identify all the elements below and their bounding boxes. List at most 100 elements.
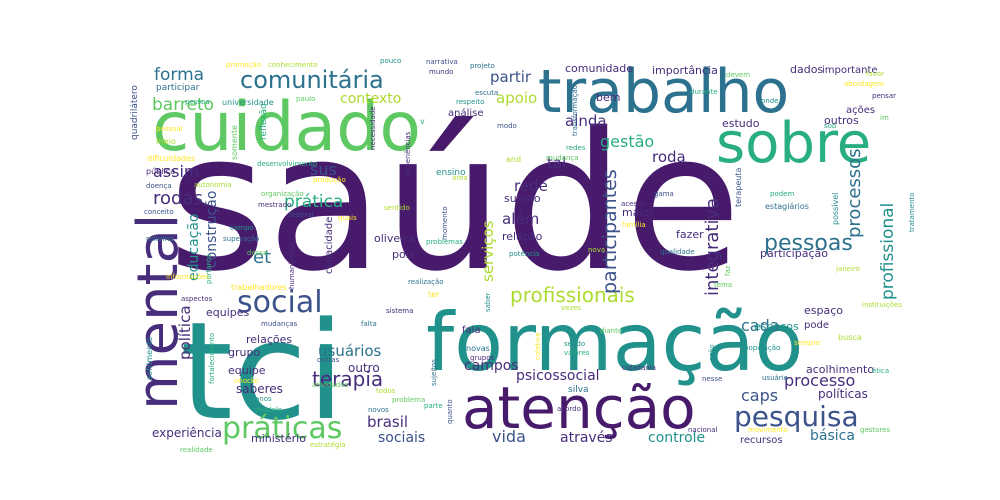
word-humanizacao: humanização xyxy=(288,242,296,289)
word-pessoa: pessoa xyxy=(185,98,210,106)
word-paulo: paulo xyxy=(296,95,315,103)
word-federal: federal xyxy=(289,211,314,219)
word-maior: maior xyxy=(622,206,654,219)
word-oliveira: oliveira xyxy=(374,232,414,245)
word-mental: mental xyxy=(126,214,191,410)
word-saber: saber xyxy=(484,292,492,312)
word-realidade: realidade xyxy=(180,446,213,454)
word-falta: falta xyxy=(361,320,377,328)
word-atraves: através xyxy=(560,430,613,446)
word-quadrilatero: quadrilátero xyxy=(130,85,140,140)
word-alem: além xyxy=(502,210,539,228)
word-servicos: serviços xyxy=(479,220,497,282)
word-modelo: modelo xyxy=(256,406,282,414)
word-usuarios: usuários xyxy=(318,342,382,360)
word-silva: silva xyxy=(568,385,589,395)
word-im: im xyxy=(880,114,889,122)
word-gama: gama xyxy=(654,190,674,198)
word-faz: faz xyxy=(724,265,732,276)
word-informacoes: informações xyxy=(166,273,209,281)
word-sujeitos: sujeitos xyxy=(430,359,438,386)
word-conhecimento: conhecimento xyxy=(268,61,318,69)
word-estrategia: estratégia xyxy=(310,441,346,449)
word-processo: processo xyxy=(784,371,855,390)
word-trabalhadores: trabalhadores xyxy=(231,283,287,292)
word-outras: outras xyxy=(317,356,340,364)
word-brasil: brasil xyxy=(367,413,408,431)
word-experiencia: experiência xyxy=(152,426,222,440)
word-tci: tci xyxy=(180,293,345,450)
word-sobre: sobre xyxy=(716,111,871,176)
word-sob: sob xyxy=(824,122,837,130)
word-relacao: relação xyxy=(502,230,543,243)
word-praticas: práticas xyxy=(222,411,342,446)
word-participacao: participação xyxy=(760,247,828,260)
word-mundo: mundo xyxy=(429,68,453,76)
word-podem: podem xyxy=(770,190,794,198)
word-possivel: possível xyxy=(831,193,840,225)
word-ensino: ensino xyxy=(436,168,466,178)
word-nacional: nacional xyxy=(688,426,718,434)
word-politicas: políticas xyxy=(818,387,868,401)
word-estagiarios: estagiários xyxy=(765,202,809,211)
word-portanto: portanto xyxy=(205,254,213,284)
word-vezes: vezes xyxy=(561,304,581,312)
word-comunitaria: comunitária xyxy=(240,66,384,94)
word-recursos: recursos xyxy=(740,435,783,446)
word-acoes: ações xyxy=(846,105,875,116)
word-and: and xyxy=(506,155,521,164)
word-profissionais: profissionais xyxy=(510,283,635,307)
word-populacao: população xyxy=(744,344,780,352)
word-valores: valores xyxy=(564,349,590,357)
word-familia: família xyxy=(622,221,646,229)
word-reforma: reforma xyxy=(146,235,174,243)
word-conceito: conceito xyxy=(144,208,174,216)
word-v: v xyxy=(420,117,425,126)
word-somente: somente xyxy=(230,125,239,160)
word-etica: ética xyxy=(872,367,889,375)
word-nova: nova xyxy=(588,246,605,254)
word-partir: partir xyxy=(490,68,532,86)
word-momento: momento xyxy=(441,206,449,240)
word-integrativa: integrativa xyxy=(702,198,723,296)
word-pensar: pensar xyxy=(872,92,896,100)
word-profissional: profissional xyxy=(878,203,898,300)
word-comunidade: comunidade xyxy=(565,62,633,75)
word-sus: sus xyxy=(310,160,337,179)
word-social: social xyxy=(237,285,323,320)
word-tratamento: tratamento xyxy=(908,192,916,232)
word-psicossocial: psicossocial xyxy=(516,368,600,384)
word-respeito: respeito xyxy=(456,98,484,106)
word-terapeuta: terapeuta xyxy=(734,168,743,207)
word-educacao: educação xyxy=(186,214,202,282)
word-bem: bem xyxy=(596,91,620,104)
word-ministerio: ministério xyxy=(251,432,306,445)
word-pessoas: pessoas xyxy=(764,231,853,256)
word-sempre: sempre xyxy=(794,339,820,347)
word-participar: participar xyxy=(156,83,200,93)
word-mudanca: mudança xyxy=(546,154,579,162)
word-narrativa: narrativa xyxy=(426,58,458,66)
word-onocko: onocko xyxy=(234,377,259,385)
word-basica: básica xyxy=(810,428,855,444)
word-nesse: nesse xyxy=(702,375,722,383)
word-aspectos: aspectos xyxy=(181,295,213,303)
word-favor: favor xyxy=(866,70,884,78)
word-reflexao: reflexão xyxy=(259,103,269,140)
word-abordagem: abordagem xyxy=(844,80,884,88)
word-autonomia: autonomia xyxy=(194,181,232,189)
word-cidadania: cidadania xyxy=(622,364,656,372)
word-analise: análise xyxy=(448,107,484,119)
word-outro: outro xyxy=(348,361,380,375)
word-superacao: superação xyxy=(223,235,259,243)
word-espacos: espaços xyxy=(754,320,799,333)
word-durante: durante xyxy=(690,88,718,96)
word-mudancas: mudanças xyxy=(261,320,298,328)
word-redes: redes xyxy=(566,144,586,152)
word-grupos: grupos xyxy=(470,354,494,362)
word-problema: problema xyxy=(392,396,425,404)
word-ainda: ainda xyxy=(565,112,607,130)
word-usuario: usuário xyxy=(762,374,788,382)
word-apoio: apoio xyxy=(496,89,537,107)
word-organizacao: organização xyxy=(261,190,304,198)
